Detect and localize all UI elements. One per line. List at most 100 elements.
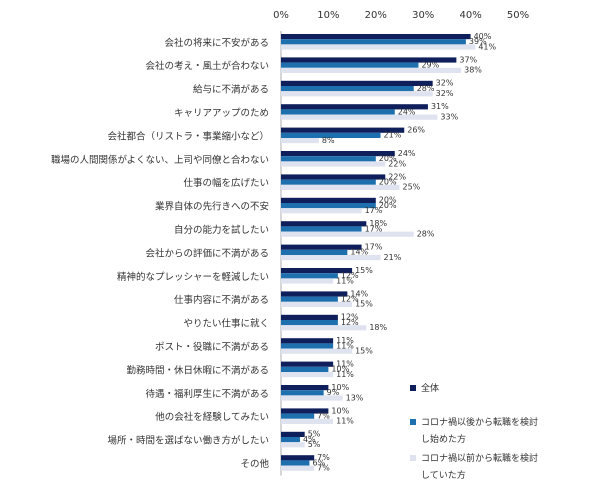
data-label: 11%: [336, 341, 354, 350]
data-label: 24%: [398, 107, 416, 116]
data-label: 38%: [464, 66, 482, 75]
bar: [281, 437, 300, 443]
data-label: 12%: [341, 318, 359, 327]
data-label: 21%: [384, 131, 402, 140]
data-label: 26%: [407, 126, 425, 135]
category-label: 職場の人間関係がよくない、上司や同僚と合わない: [51, 154, 269, 166]
x-tick-label: 20%: [365, 10, 387, 21]
data-label: 41%: [478, 42, 496, 51]
bar: [281, 203, 376, 209]
bar: [281, 278, 334, 284]
data-label: 4%: [303, 435, 316, 444]
bar: [281, 301, 353, 307]
bar: [281, 338, 334, 344]
data-label: 20%: [379, 154, 397, 163]
data-label: 39%: [469, 37, 487, 46]
category-label: 会社からの評価に不満がある: [145, 247, 269, 259]
data-label: 13%: [346, 393, 364, 402]
data-label: 17%: [365, 206, 383, 215]
legend-swatch: [410, 385, 416, 391]
bar: [281, 91, 433, 97]
bar: [281, 465, 315, 471]
bar: [281, 249, 348, 255]
data-label: 17%: [365, 224, 383, 233]
data-label: 21%: [384, 253, 402, 262]
bar: [281, 80, 433, 86]
data-label: 11%: [336, 360, 354, 369]
data-label: 8%: [322, 136, 335, 145]
x-tick-label: 0%: [273, 10, 289, 21]
data-label: 11%: [336, 276, 354, 285]
bar: [281, 255, 381, 261]
legend-label: コロナ禍以後から転職を検討: [421, 416, 538, 428]
data-label: 5%: [308, 440, 321, 449]
bar: [281, 161, 386, 167]
legend-swatch: [410, 419, 416, 425]
bar: [281, 179, 376, 185]
category-label: その他: [240, 458, 269, 470]
bar: [281, 413, 315, 419]
category-label: 仕事の幅を広げたい: [183, 177, 269, 189]
category-label: 給与に不満がある: [193, 84, 269, 96]
data-label: 20%: [379, 196, 397, 205]
x-tick-label: 40%: [459, 10, 481, 21]
data-label: 15%: [355, 300, 373, 309]
bar: [281, 86, 414, 92]
data-label: 14%: [350, 289, 368, 298]
data-label: 11%: [336, 417, 354, 426]
x-tick-label: 50%: [507, 10, 529, 21]
bar: [281, 114, 438, 120]
x-tick-label: 10%: [317, 10, 339, 21]
data-label: 5%: [308, 430, 321, 439]
legend-label: していた方: [421, 469, 466, 481]
category-label: ポスト・役職に不満がある: [155, 341, 269, 353]
category-label: 勤務時間・休日休暇に不満がある: [126, 364, 269, 376]
legend-label: し始めた方: [421, 433, 466, 445]
data-label: 7%: [317, 453, 330, 462]
bar: [281, 62, 419, 68]
data-label: 28%: [417, 230, 435, 239]
bar: [281, 431, 305, 437]
data-label: 11%: [336, 336, 354, 345]
data-label: 22%: [388, 172, 406, 181]
bar: [281, 67, 462, 73]
bar: [281, 127, 405, 133]
data-label: 18%: [369, 323, 387, 332]
data-label: 20%: [379, 178, 397, 187]
data-label: 33%: [440, 113, 458, 122]
category-label: 会社都合（リストラ・事業縮小など）: [107, 130, 269, 142]
bar: [281, 104, 428, 110]
data-label: 10%: [331, 406, 349, 415]
data-label: 22%: [388, 159, 406, 168]
data-label: 7%: [317, 464, 330, 473]
data-label: 12%: [341, 313, 359, 322]
bar: [281, 366, 329, 372]
data-label: 12%: [341, 295, 359, 304]
bar: [281, 348, 353, 354]
bar: [281, 408, 329, 414]
bar: [281, 132, 381, 138]
category-labels: 会社の将来に不安がある会社の考え・風土が合わない給与に不満があるキャリアアップの…: [51, 37, 270, 470]
legend-swatch: [410, 455, 416, 461]
data-label: 25%: [403, 183, 421, 192]
bar: [281, 231, 414, 237]
bar: [281, 221, 367, 227]
data-label: 28%: [417, 84, 435, 93]
category-label: 他の会社を経験してみたい: [155, 411, 269, 423]
bar: [281, 395, 343, 401]
data-label: 15%: [355, 347, 373, 356]
bar: [281, 244, 362, 250]
bar: [281, 361, 334, 367]
bar: [281, 314, 338, 320]
data-label: 7%: [317, 412, 330, 421]
x-tick-label: 30%: [412, 10, 434, 21]
data-label: 24%: [398, 149, 416, 158]
bar: [281, 156, 376, 162]
category-label: 会社の考え・風土が合わない: [145, 60, 269, 72]
bar: [281, 460, 310, 466]
bar: [281, 226, 362, 232]
legend-label: 全体: [421, 382, 439, 394]
bar: [281, 372, 334, 378]
category-label: 精神的なプレッシャーを軽減したい: [117, 271, 269, 283]
